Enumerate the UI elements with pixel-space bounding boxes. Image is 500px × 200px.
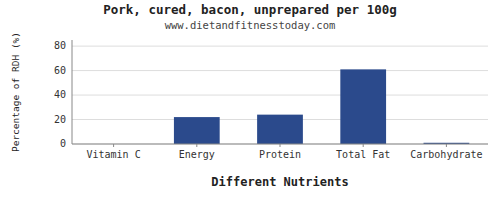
grid-line bbox=[72, 46, 488, 47]
y-axis-label: Percentage of RDH (%) bbox=[10, 32, 21, 152]
x-axis-label: Different Nutrients bbox=[211, 175, 348, 189]
title: Pork, cured, bacon, unprepared per 100g bbox=[103, 2, 397, 17]
y-tick-label: 80 bbox=[54, 40, 66, 51]
x-tick-label: Energy bbox=[179, 149, 215, 160]
x-tick bbox=[113, 144, 114, 147]
chart: 0 20 40 60 80 Vitamin C Energy Protein Total Fat… bbox=[0, 0, 500, 200]
x-tick bbox=[363, 144, 364, 147]
bar bbox=[174, 117, 220, 144]
bar bbox=[257, 115, 303, 144]
x-tick-label: Vitamin C bbox=[87, 149, 141, 160]
x-tick-label: Total Fat bbox=[336, 149, 390, 160]
x-tick bbox=[196, 144, 197, 147]
subtitle: www.dietandfitnesstoday.com bbox=[165, 19, 336, 31]
background bbox=[0, 0, 500, 200]
x-tick-label: Carbohydrate bbox=[410, 149, 482, 160]
y-axis-line bbox=[72, 40, 73, 144]
y-tick-label: 40 bbox=[54, 89, 66, 100]
grid-line bbox=[72, 95, 488, 96]
x-tick bbox=[280, 144, 281, 147]
y-tick-label: 60 bbox=[54, 65, 66, 76]
bar bbox=[340, 69, 386, 144]
bars bbox=[174, 69, 469, 144]
x-tick-label: Protein bbox=[259, 149, 301, 160]
x-tick bbox=[446, 144, 447, 147]
grid-line bbox=[72, 70, 488, 71]
y-tick-label: 20 bbox=[54, 114, 66, 125]
y-tick-label: 0 bbox=[60, 138, 66, 149]
